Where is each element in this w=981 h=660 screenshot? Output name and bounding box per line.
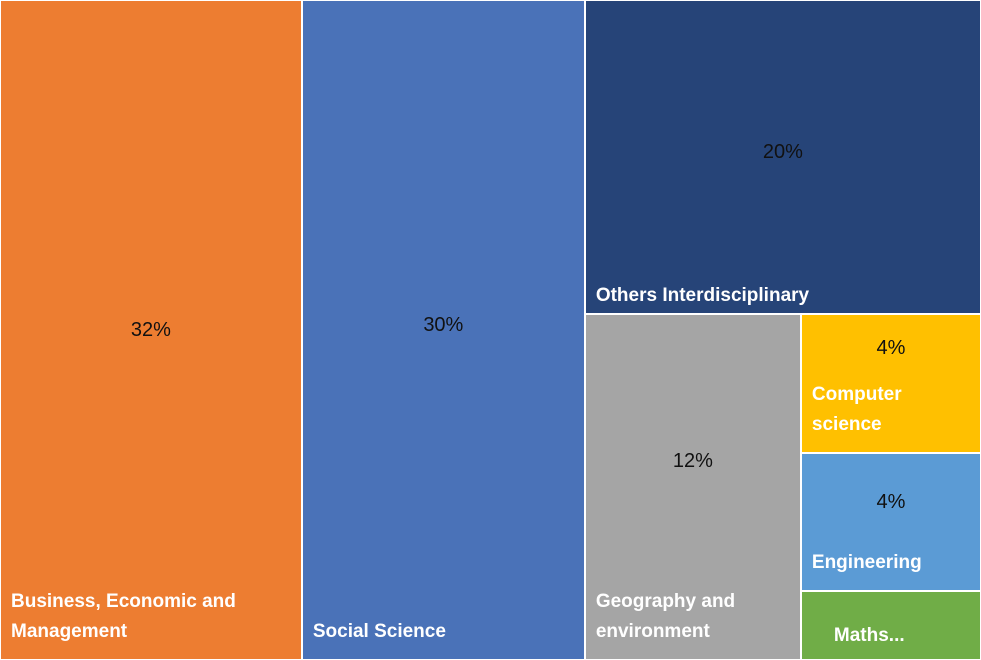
tile-value-label: 20% — [762, 141, 803, 164]
tile-category-label: Maths... — [834, 621, 974, 651]
tile-value-label: 4% — [876, 490, 906, 513]
tile-value-label: 30% — [423, 314, 464, 336]
tile-value-label: 12% — [672, 450, 713, 473]
tile-category-label: Others Interdisciplinary — [596, 281, 974, 311]
tile-category-label: Computer science — [812, 380, 974, 440]
treemap-tile-geography-and-environment: 12% Geography and environment — [584, 314, 801, 660]
treemap-tile-engineering: 4% Engineering — [800, 452, 981, 591]
tile-category-label-line: Geography and — [595, 590, 736, 612]
tile-category-label-line: Maths... — [833, 624, 905, 646]
tile-category-label-line: science — [811, 413, 882, 435]
treemap-tile-computer-science: 4% Computer science — [800, 314, 981, 453]
tile-category-label: Geography and environment — [596, 587, 794, 647]
tile-category-label-line: Business, Economic and — [11, 591, 236, 612]
tile-category-label: Business, Economic and Management — [11, 587, 295, 647]
tile-category-label: Social Science — [313, 617, 578, 647]
tile-category-label-line: Engineering — [811, 551, 922, 573]
tile-value-label: 4% — [876, 337, 906, 360]
treemap-tile-social-science: 30% Social Science — [301, 0, 585, 660]
tile-category-label-line: Computer — [811, 383, 902, 405]
tile-category-label: Engineering — [812, 548, 974, 578]
treemap-tile-others-interdisciplinary: 20% Others Interdisciplinary — [584, 0, 981, 315]
tile-category-label-line: Social Science — [312, 621, 446, 642]
tile-value-label: 32% — [130, 319, 171, 341]
tile-category-label-line: environment — [595, 620, 710, 642]
treemap-tile-maths: Maths... — [800, 590, 981, 660]
tile-category-label-line: Management — [11, 621, 128, 642]
treemap-tile-business-economic-and-management: 32% Business, Economic and Management — [0, 0, 302, 660]
tile-category-label-line: Others Interdisciplinary — [595, 285, 810, 307]
